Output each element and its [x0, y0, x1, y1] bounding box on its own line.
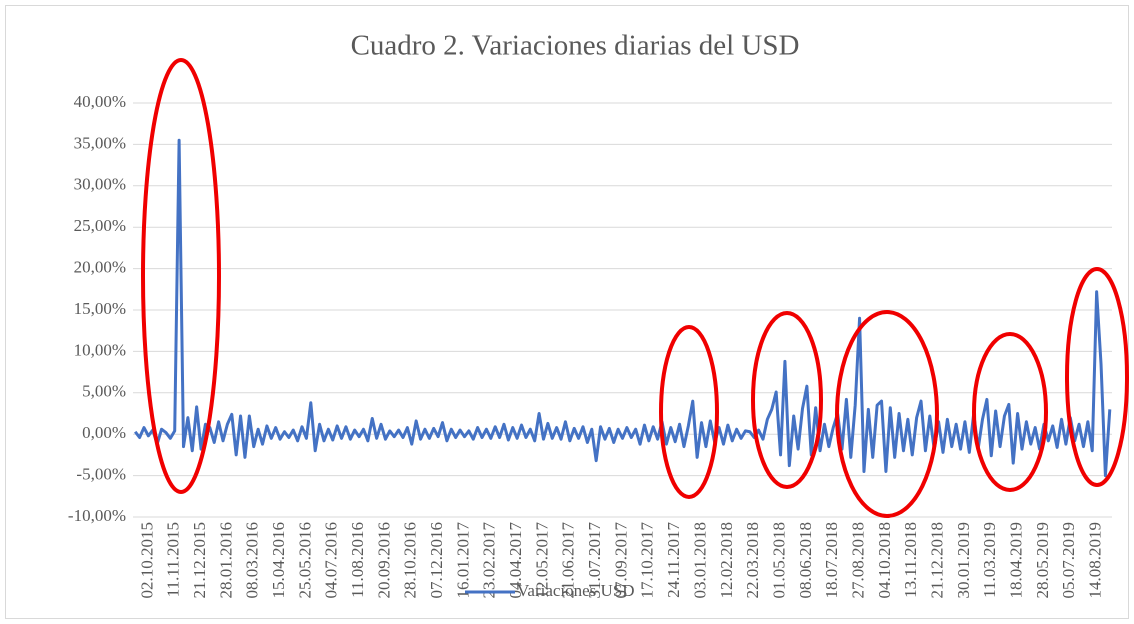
x-tick-label: 28.10.2016 — [401, 522, 420, 599]
annotations — [141, 58, 1129, 518]
y-tick-label: 0,00% — [82, 423, 126, 442]
x-tick-label: 28.01.2016 — [216, 522, 235, 599]
x-tick-label: 02.10.2015 — [137, 522, 156, 599]
x-tick-label: 01.05.2018 — [769, 522, 788, 599]
x-tick-label: 14.08.2019 — [1086, 522, 1105, 599]
x-tick-label: 04.04.2017 — [506, 522, 525, 599]
y-tick-label: 20,00% — [74, 258, 126, 277]
x-tick-label: 07.09.2017 — [611, 522, 630, 599]
x-tick-label: 27.08.2018 — [848, 522, 867, 599]
data-line — [134, 138, 1112, 478]
x-tick-label: 13.11.2018 — [901, 522, 920, 598]
x-tick-label: 16.01.2017 — [453, 522, 472, 599]
x-tick-label: 20.09.2016 — [374, 522, 393, 599]
y-tick-label: 40,00% — [74, 92, 126, 111]
y-tick-label: -5,00% — [76, 465, 126, 484]
y-tick-label: 10,00% — [74, 340, 126, 359]
highlight-ellipse — [1065, 267, 1129, 487]
y-tick-label: 25,00% — [74, 216, 126, 235]
x-tick-label: 11.03.2019 — [980, 522, 999, 598]
x-tick-label: 03.01.2018 — [690, 522, 709, 599]
y-tick-label: 35,00% — [74, 133, 126, 152]
chart-frame — [5, 5, 1129, 619]
x-tick-label: 08.06.2018 — [796, 522, 815, 599]
chart-title: Cuadro 2. Variaciones diarias del USD — [351, 30, 800, 62]
x-tick-label: 30.01.2019 — [954, 522, 973, 599]
x-tick-label: 11.11.2015 — [164, 522, 183, 597]
x-tick-label: 25.05.2016 — [295, 522, 314, 599]
highlight-ellipse — [659, 325, 719, 499]
y-tick-label: 30,00% — [74, 175, 126, 194]
x-tick-label: 11.08.2016 — [348, 522, 367, 598]
y-tick-label: 5,00% — [82, 382, 126, 401]
x-tick-label: 17.10.2017 — [638, 522, 657, 599]
x-tick-label: 22.03.2018 — [743, 522, 762, 599]
y-tick-label: 15,00% — [74, 299, 126, 318]
x-tick-label: 21.12.2015 — [190, 522, 209, 599]
x-tick-label: 28.05.2019 — [1033, 522, 1052, 599]
y-tick-label: -10,00% — [68, 506, 126, 525]
highlight-ellipse — [835, 310, 939, 518]
x-tick-label: 15.04.2016 — [269, 522, 288, 599]
x-tick-label: 21.06.2017 — [559, 522, 578, 599]
x-tick-label: 07.12.2016 — [427, 522, 446, 599]
legend-label: Variaciones USD — [517, 581, 635, 600]
x-tick-label: 04.10.2018 — [875, 522, 894, 599]
x-tick-label: 05.07.2019 — [1059, 522, 1078, 599]
x-tick-label: 08.03.2016 — [243, 522, 262, 599]
x-tick-label: 24.11.2017 — [664, 522, 683, 598]
x-tick-label: 04.07.2016 — [322, 522, 341, 599]
x-tick-label: 12.02.2018 — [717, 522, 736, 599]
x-tick-label: 12.05.2017 — [532, 522, 551, 599]
x-tick-label: 23.02.2017 — [480, 522, 499, 599]
x-tick-label: 31.07.2017 — [585, 522, 604, 599]
x-tick-label: 18.04.2019 — [1007, 522, 1026, 599]
highlight-ellipse — [141, 58, 221, 494]
x-tick-label: 18.07.2018 — [822, 522, 841, 599]
highlight-ellipse — [972, 332, 1048, 492]
x-tick-label: 21.12.2018 — [927, 522, 946, 599]
highlight-ellipse — [751, 311, 823, 489]
